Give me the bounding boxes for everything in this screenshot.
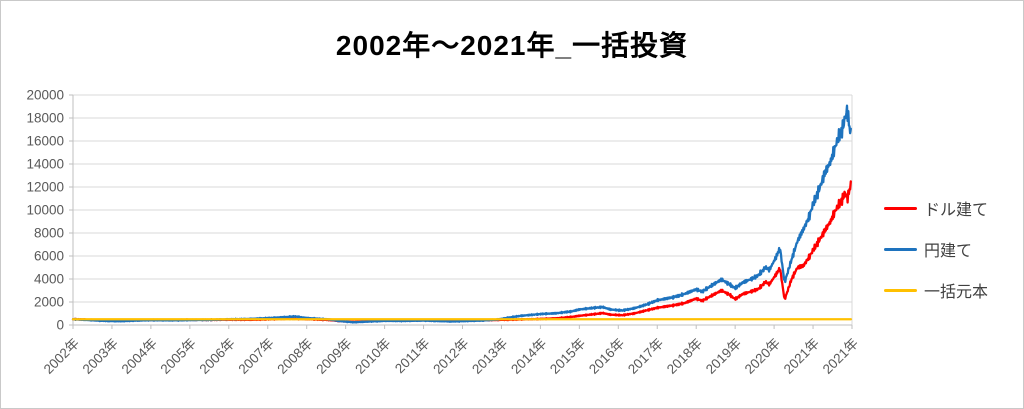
x-axis-tick-label: 2010年 — [352, 336, 393, 377]
principal-line-swatch — [884, 288, 917, 292]
y-axis-tick-label: 4000 — [34, 272, 64, 287]
y-axis-tick-label: 18000 — [26, 111, 64, 126]
legend-label-principal: 一括元本 — [924, 284, 989, 301]
x-axis-tick-label: 2013年 — [469, 336, 510, 377]
legend: ドル建て 円建て 一括元本 — [884, 196, 1014, 302]
x-axis-tick-label: 2017年 — [625, 336, 666, 377]
usd-line-swatch — [884, 206, 917, 210]
series-line-usd — [71, 180, 852, 324]
x-axis-tick-label: 2003年 — [80, 336, 121, 377]
y-axis-tick-label: 12000 — [26, 180, 64, 195]
x-axis-tick-label: 2002年 — [41, 336, 82, 377]
x-axis-tick-label: 2021年 — [781, 336, 822, 377]
x-axis-tick-label: 2008年 — [274, 336, 315, 377]
x-axis-tick-label: 2009年 — [313, 336, 354, 377]
legend-item-principal: 一括元本 — [884, 278, 1014, 302]
series-line-jpy — [71, 104, 852, 324]
y-axis-tick-label: 2000 — [34, 295, 64, 310]
x-axis-tick-label: 2021年 — [820, 336, 861, 377]
x-axis-tick-label: 2014年 — [508, 336, 549, 377]
x-axis-tick-label: 2007年 — [235, 336, 276, 377]
y-axis-tick-label: 14000 — [26, 157, 64, 172]
x-axis-tick-label: 2004年 — [119, 336, 160, 377]
legend-label-jpy: 円建て — [924, 243, 973, 260]
y-axis-tick-label: 0 — [56, 318, 64, 333]
y-axis-tick-label: 20000 — [26, 88, 64, 103]
y-axis-tick-label: 10000 — [26, 203, 64, 218]
x-axis-tick-label: 2020年 — [742, 336, 783, 377]
y-axis-tick-label: 6000 — [34, 249, 64, 264]
x-axis-tick-label: 2012年 — [430, 336, 471, 377]
y-axis-tick-label: 16000 — [26, 134, 64, 149]
x-axis-tick-label: 2006年 — [197, 336, 238, 377]
chart-title: 2002年～2021年_一括投資 — [335, 30, 689, 61]
legend-label-usd: ドル建て — [924, 202, 989, 219]
jpy-line-swatch — [884, 247, 917, 251]
legend-item-usd: ドル建て — [884, 196, 1014, 220]
x-axis-tick-label: 2016年 — [586, 336, 627, 377]
x-axis-tick-label: 2011年 — [392, 336, 433, 377]
y-axis-tick-label: 8000 — [34, 226, 64, 241]
x-axis-tick-label: 2015年 — [547, 336, 588, 377]
x-axis-tick-label: 2005年 — [158, 336, 199, 377]
x-axis-tick-label: 2018年 — [664, 336, 705, 377]
legend-item-jpy: 円建て — [884, 237, 1014, 261]
x-axis-tick-label: 2019年 — [703, 336, 744, 377]
